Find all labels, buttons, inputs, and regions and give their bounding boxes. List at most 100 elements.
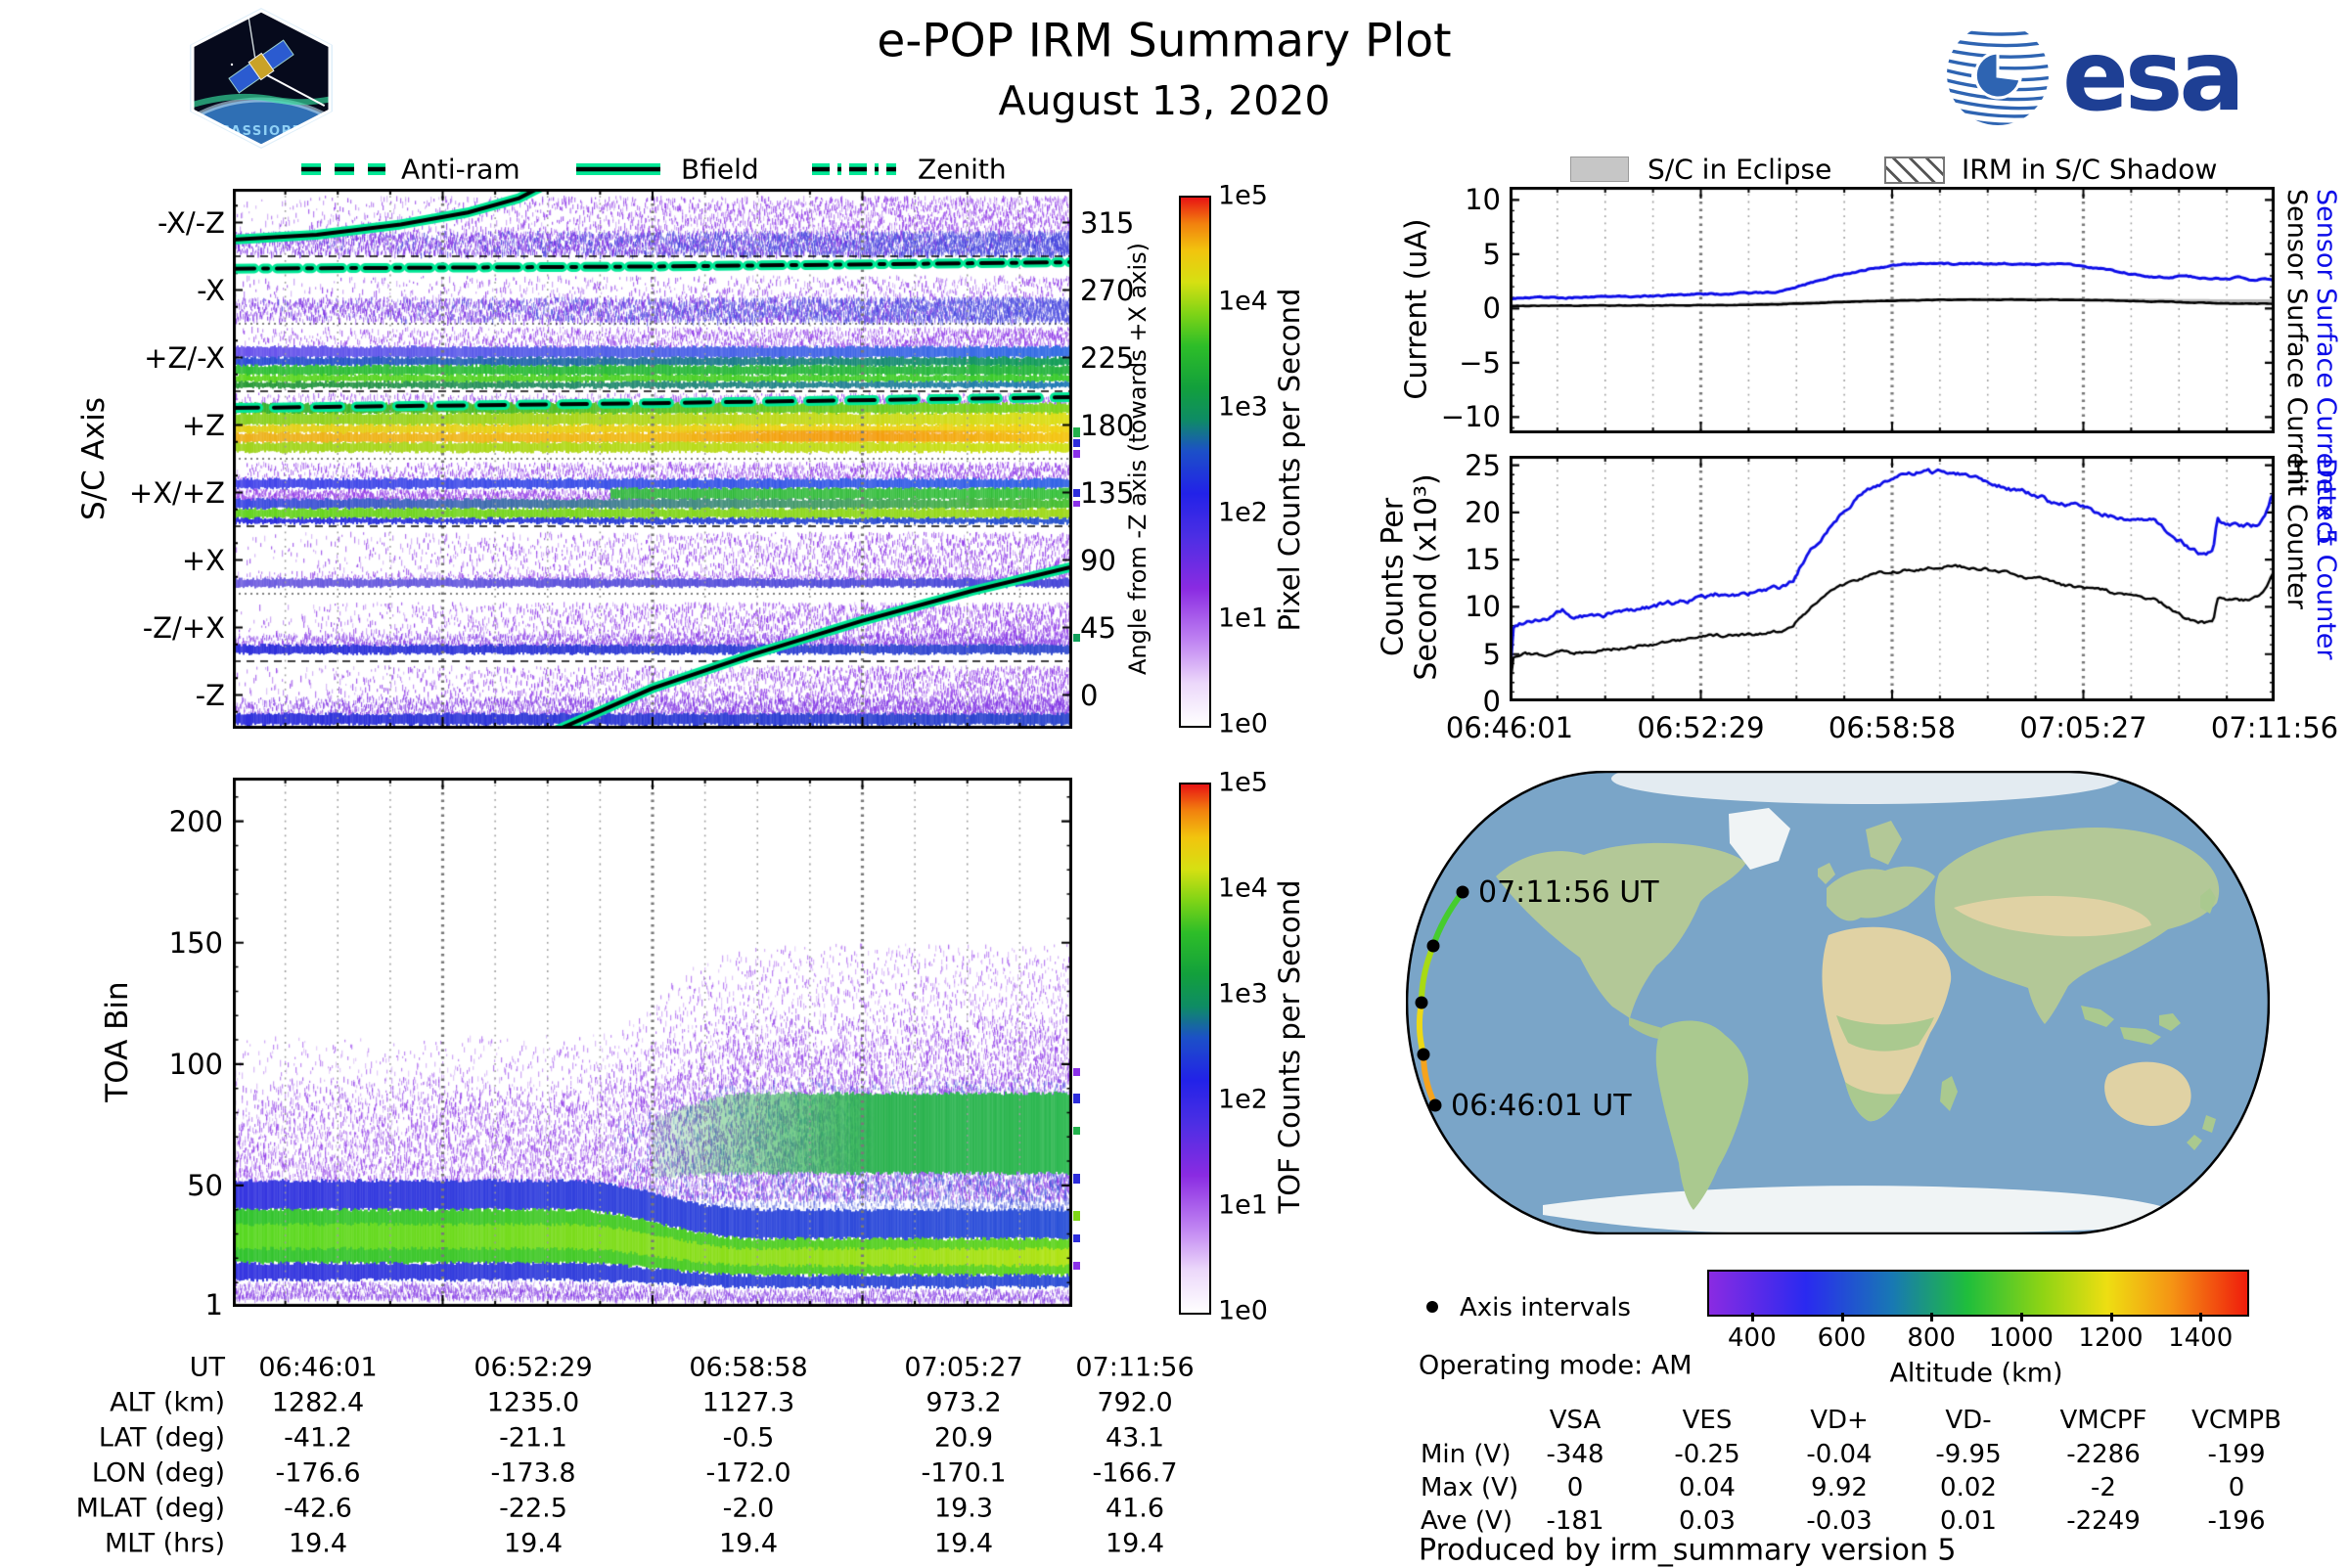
ephemeris-row-label: MLAT (deg) [75, 1493, 225, 1524]
pixel-colorbar [1179, 196, 1211, 728]
ephemeris-value: 19.4 [1105, 1528, 1165, 1559]
voltage-value: -0.25 [1674, 1440, 1740, 1469]
legend-label-eclipse: S/C in Eclipse [1648, 153, 1832, 186]
orbit-start-time-label: 06:46:01 UT [1451, 1089, 1632, 1123]
altitude-tick-600: 600 [1817, 1323, 1867, 1353]
ephemeris-value: 1235.0 [486, 1387, 580, 1418]
ephemeris-value: 43.1 [1105, 1422, 1165, 1454]
voltage-value: -2249 [2066, 1506, 2141, 1536]
legend-label-shadow: IRM in S/C Shadow [1962, 153, 2218, 186]
page-title: e-POP IRM Summary Plot [877, 14, 1452, 68]
sc-overflow-mark [1073, 501, 1080, 507]
axis-intervals-label: Axis intervals [1460, 1293, 1631, 1322]
ephemeris-row-label: LAT (deg) [98, 1422, 225, 1454]
voltage-value: 0.01 [1940, 1506, 1997, 1536]
sc-row-label-8: -Z [195, 678, 225, 712]
angle-tick-0: 0 [1080, 678, 1099, 712]
ephemeris-value: 19.4 [933, 1528, 994, 1559]
ephemeris-value: 19.4 [288, 1528, 348, 1559]
ephemeris-value: 19.3 [933, 1493, 994, 1524]
pixel-colorbar-tick: 1e3 [1218, 391, 1268, 423]
altitude-tick-mark [2199, 1313, 2203, 1322]
counts-ylabel-line2: Second (x10³) [1409, 473, 1444, 681]
voltage-value: 0.02 [1940, 1473, 1997, 1502]
angle-tick-135: 135 [1080, 475, 1135, 510]
time-tick-label: 06:46:01 [1445, 711, 1574, 744]
toa-tick-150: 150 [168, 925, 223, 960]
tof-colorbar-tick: 1e0 [1218, 1295, 1268, 1326]
page-subtitle: August 13, 2020 [998, 77, 1331, 124]
sc-overflow-mark [1073, 450, 1080, 458]
counts-ylabel-line1: Counts Per [1376, 497, 1411, 657]
map-south-america [1655, 1020, 1749, 1210]
toa-overflow-mark [1073, 1068, 1080, 1076]
toa-tick-1: 1 [204, 1287, 223, 1322]
sc-overflow-mark [1073, 489, 1080, 497]
toa-overflow-mark [1073, 1127, 1080, 1135]
ephemeris-value: 19.4 [503, 1528, 564, 1559]
sc-axis-spectrogram-canvas [233, 189, 1072, 729]
orbit-dot-06:58:58 [1415, 996, 1428, 1009]
tof-colorbar-title: TOF Counts per Second [1273, 879, 1306, 1214]
ephemeris-value: -42.6 [284, 1493, 352, 1524]
toa-tick-50: 50 [187, 1168, 223, 1202]
world-map: 07:11:56 UT 06:46:01 UT [1406, 771, 2270, 1234]
produced-by-label: Produced by irm_summary version 5 [1419, 1533, 1957, 1568]
ephemeris-value: 973.2 [926, 1387, 1002, 1418]
map-border [1406, 771, 2270, 1234]
map-greenland [1729, 808, 1790, 870]
orbit-dot-07:05:27 [1426, 939, 1440, 953]
sc-row-label-4: +Z [181, 408, 225, 442]
sc-overflow-mark [1073, 439, 1080, 447]
map-arctic-ice [1611, 772, 2120, 804]
ephemeris-row-label: ALT (km) [110, 1387, 225, 1418]
time-tick-label: 07:05:27 [2019, 711, 2147, 744]
tof-colorbar-tick: 1e3 [1218, 978, 1268, 1009]
voltage-col-header: VCMPB [2191, 1406, 2281, 1435]
map-africa [1822, 926, 1952, 1122]
toa-overflow-mark [1073, 1262, 1080, 1270]
sc-overflow-mark [1073, 634, 1080, 642]
voltage-value: -9.95 [1935, 1440, 2002, 1469]
altitude-tick-mark [2109, 1313, 2113, 1322]
voltage-value: -181 [1546, 1506, 1604, 1536]
voltage-col-header: VSA [1549, 1406, 1602, 1435]
axis-intervals-dot-icon [1426, 1301, 1438, 1313]
eclipse-swatch-icon [1570, 157, 1629, 182]
angle-tick-270: 270 [1080, 273, 1135, 307]
legend-label-bfield: Bfield [681, 153, 759, 186]
ephemeris-value: -176.6 [275, 1457, 361, 1489]
esa-globe-icon [1947, 23, 2049, 125]
toa-tick-200: 200 [168, 804, 223, 838]
altitude-colorbar [1707, 1270, 2249, 1317]
toa-overflow-mark [1073, 1094, 1080, 1103]
ephemeris-value: -172.0 [705, 1457, 791, 1489]
voltage-col-header: VD+ [1810, 1406, 1869, 1435]
ephemeris-value: 41.6 [1105, 1493, 1165, 1524]
voltage-value: 0.03 [1679, 1506, 1736, 1536]
current-tick: −10 [1440, 400, 1501, 434]
tof-colorbar-tick: 1e2 [1218, 1084, 1268, 1115]
voltage-col-header: VD- [1945, 1406, 1992, 1435]
map-africa-south [1836, 1015, 1934, 1122]
pixel-colorbar-tick: 1e4 [1218, 286, 1268, 317]
orbit-dot-06:46:01 [1428, 1098, 1442, 1112]
current-chart-canvas [1510, 187, 2275, 433]
ephemeris-value: 06:52:29 [474, 1352, 593, 1383]
altitude-tick-1200: 1200 [2078, 1323, 2144, 1353]
voltage-value: 9.92 [1811, 1473, 1868, 1502]
counts-tick: 20 [1465, 495, 1501, 529]
tof-colorbar-tick: 1e1 [1218, 1189, 1268, 1221]
operating-mode-label: Operating mode: AM [1419, 1350, 1693, 1381]
sc-row-label-3: +Z/-X [144, 340, 225, 375]
counts-series-label-black: Hit Counter [2281, 458, 2312, 609]
voltage-col-header: VES [1682, 1406, 1733, 1435]
time-tick-label: 06:58:58 [1828, 711, 1957, 744]
voltage-row-label: Max (V) [1421, 1473, 1519, 1502]
voltage-value: -0.04 [1806, 1440, 1873, 1469]
ephemeris-value: -173.8 [490, 1457, 576, 1489]
map-seasia-islands [2081, 1006, 2181, 1045]
altitude-tick-mark [1750, 1313, 1754, 1322]
orbit-track: 07:11:56 UT 06:46:01 UT [1415, 875, 1659, 1123]
